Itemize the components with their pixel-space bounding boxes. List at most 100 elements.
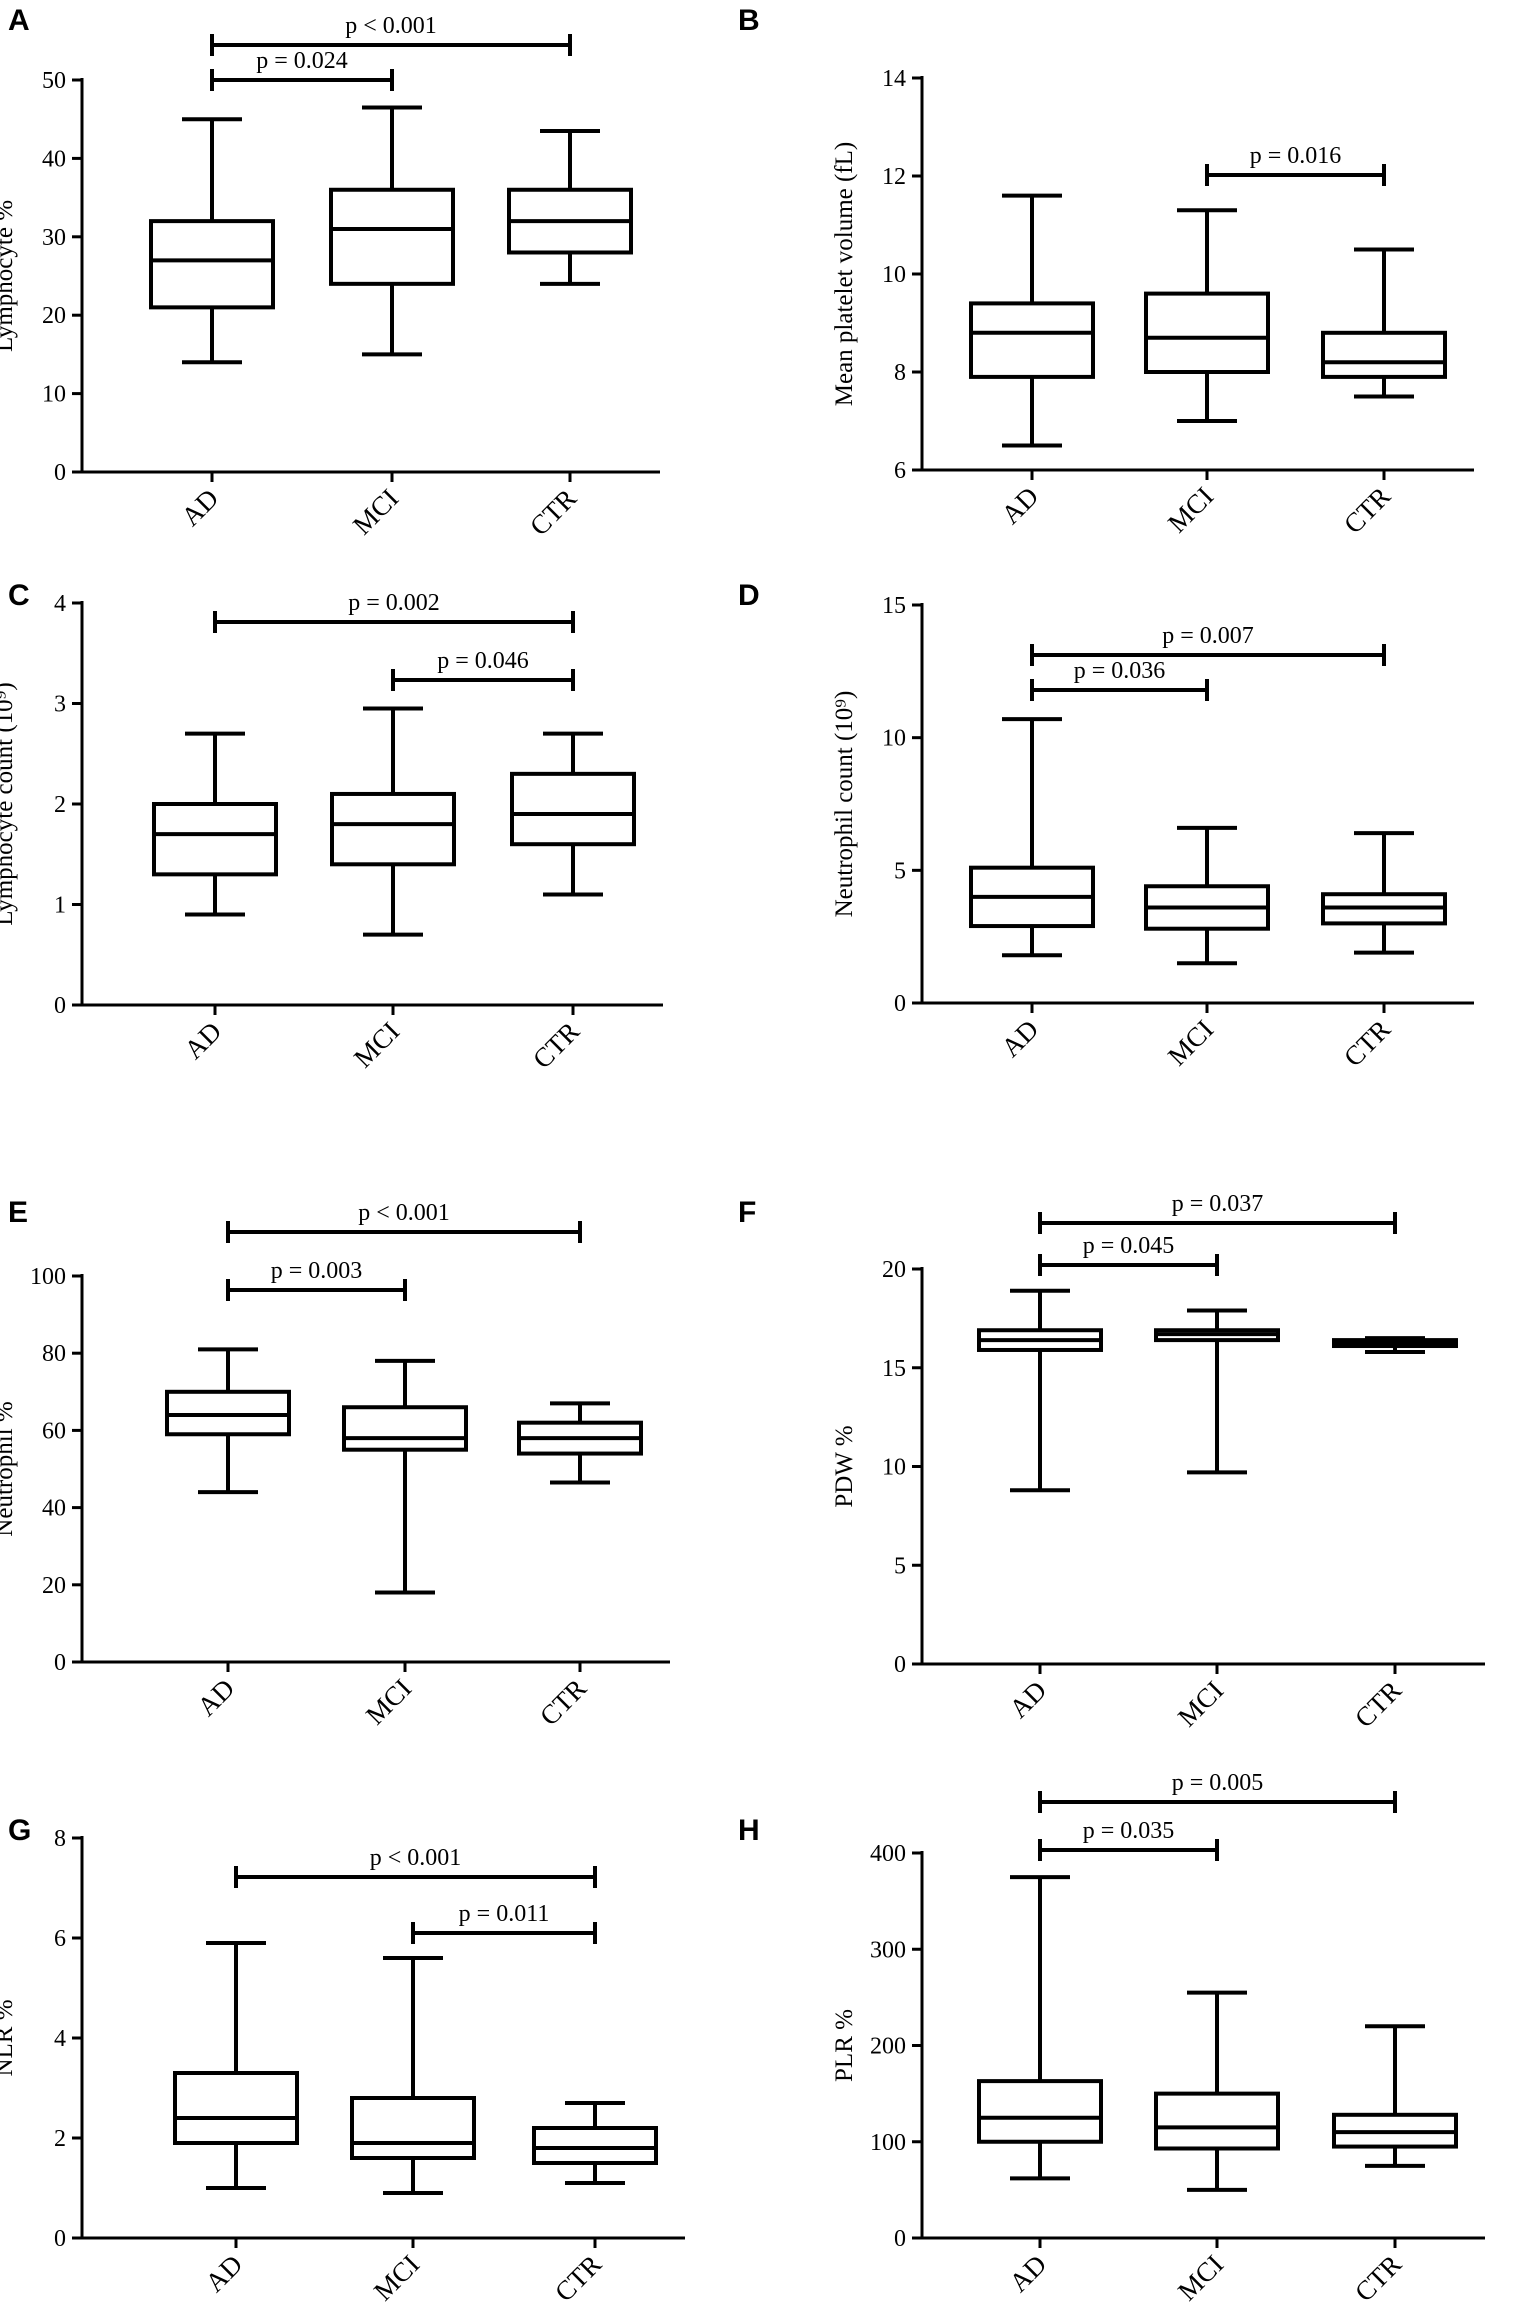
y-tick-label: 0 — [894, 1652, 906, 1678]
iqr-box — [342, 1405, 468, 1452]
y-tick-label: 0 — [894, 2226, 906, 2252]
x-tick-label-ctr: CTR — [524, 483, 582, 541]
y-tick-label: 3 — [54, 692, 66, 718]
y-tick-label: 0 — [54, 1650, 66, 1676]
x-tick-label-ad: AD — [178, 1016, 227, 1065]
box-ad — [152, 731, 278, 917]
iqr-box — [330, 791, 456, 867]
p-value-label: p = 0.011 — [459, 1901, 550, 1927]
panel-letter: D — [738, 579, 760, 612]
comparison-bracket: p = 0.037 — [1038, 1191, 1397, 1234]
y-tick-label: 8 — [894, 360, 906, 386]
y-axis-label: Neutrophil count (10⁹) — [831, 691, 858, 918]
x-tick-label-ctr: CTR — [534, 1673, 592, 1731]
iqr-box — [969, 301, 1095, 379]
box-mci — [1144, 825, 1270, 966]
panel-letter: E — [8, 1196, 28, 1229]
x-tick-label-ad: AD — [995, 481, 1044, 530]
x-tick-label-mci: MCI — [360, 1673, 417, 1730]
box-mci — [1154, 1308, 1280, 1475]
comparison-bracket: p = 0.035 — [1038, 1818, 1219, 1861]
panel-letter: C — [8, 579, 30, 612]
y-tick-label: 14 — [882, 66, 906, 92]
y-tick-label: 40 — [42, 146, 66, 172]
p-value-label: p = 0.005 — [1172, 1770, 1264, 1796]
comparison-bracket: p < 0.001 — [234, 1845, 597, 1888]
x-tick-label-ctr: CTR — [1349, 1675, 1407, 1733]
iqr-box — [1144, 291, 1270, 375]
panel-H: H PLR % 0 100 200 300 400 AD MCI CTR p = 0.005 p = … — [738, 1770, 1485, 2307]
y-axis-label: PLR % — [831, 2009, 858, 2082]
y-tick-label: 0 — [54, 2226, 66, 2252]
comparison-bracket: p < 0.001 — [226, 1200, 582, 1243]
y-tick-label: 20 — [42, 303, 66, 329]
y-tick-label: 1 — [54, 893, 66, 919]
box-ad — [977, 1875, 1103, 2181]
y-tick-label: 50 — [42, 68, 66, 94]
comparison-bracket: p = 0.003 — [226, 1258, 407, 1301]
p-value-label: p < 0.001 — [370, 1845, 462, 1871]
x-tick-label-mci: MCI — [368, 2249, 425, 2306]
x-tick-label-ctr: CTR — [549, 2249, 607, 2307]
p-value-label: p = 0.037 — [1172, 1191, 1264, 1217]
box-ctr — [1332, 1336, 1458, 1354]
y-tick-label: 10 — [882, 726, 906, 752]
panel-E: E Neutrophil % 0 20 40 60 80 100 AD MCI CTR p < 0.0… — [0, 1196, 670, 1731]
comparison-bracket: p = 0.007 — [1030, 623, 1386, 666]
iqr-box — [1321, 330, 1447, 379]
y-tick-label: 5 — [894, 858, 906, 884]
x-tick-label-ad: AD — [199, 2249, 248, 2298]
panel-letter: G — [8, 1814, 31, 1847]
iqr-box — [152, 802, 278, 877]
box-ad — [969, 193, 1095, 448]
box-ctr — [507, 128, 633, 286]
box-ad — [165, 1347, 291, 1495]
iqr-box — [329, 187, 455, 286]
y-tick-label: 400 — [870, 1841, 906, 1867]
x-tick-label-ad: AD — [1003, 2249, 1052, 2298]
x-tick-label-mci: MCI — [1172, 2249, 1229, 2306]
x-tick-label-ctr: CTR — [1349, 2249, 1407, 2307]
p-value-label: p = 0.035 — [1083, 1818, 1175, 1844]
y-axis-label: Neutrophil % — [0, 1401, 18, 1536]
iqr-box — [149, 219, 275, 310]
x-tick-label-ctr: CTR — [527, 1016, 585, 1074]
box-ctr — [1321, 831, 1447, 955]
x-tick-label-ad: AD — [175, 483, 224, 532]
comparison-bracket: p < 0.001 — [210, 13, 572, 56]
y-tick-label: 100 — [870, 2130, 906, 2156]
y-tick-label: 2 — [54, 792, 66, 818]
p-value-label: p = 0.036 — [1074, 658, 1166, 684]
x-tick-label-mci: MCI — [1162, 481, 1219, 538]
panel-C: C Lymphocyte count (10⁹) 0 1 2 3 4 AD MCI CTR p = … — [0, 579, 663, 1074]
y-axis-label: Mean platelet volume (fL) — [831, 142, 858, 406]
p-value-label: p = 0.007 — [1162, 623, 1254, 649]
iqr-box — [1154, 2091, 1280, 2151]
y-tick-label: 0 — [54, 460, 66, 486]
p-value-label: p = 0.003 — [271, 1258, 363, 1284]
y-tick-label: 40 — [42, 1496, 66, 1522]
panel-D: D Neutrophil count (10⁹) 0 5 10 15 AD MCI CTR p =… — [738, 579, 1474, 1072]
y-tick-label: 15 — [882, 1356, 906, 1382]
panel-B: B Mean platelet volume (fL) 6 8 10 12 14 AD MCI C… — [738, 4, 1474, 539]
y-tick-label: 4 — [54, 2026, 66, 2052]
p-value-label: p = 0.002 — [348, 590, 440, 616]
y-tick-label: 15 — [882, 593, 906, 619]
box-ctr — [532, 2101, 658, 2185]
y-tick-label: 0 — [894, 991, 906, 1017]
x-tick-label-ad: AD — [191, 1673, 240, 1722]
box-ad — [969, 717, 1095, 958]
y-tick-label: 4 — [54, 591, 66, 617]
y-tick-label: 100 — [30, 1264, 66, 1290]
y-tick-label: 10 — [42, 382, 66, 408]
box-ctr — [1332, 2024, 1458, 2168]
p-value-label: p = 0.045 — [1083, 1233, 1175, 1259]
panel-A: A Lymphocyte % 0 10 20 30 40 50 AD MCI CTR p < 0.00… — [0, 4, 660, 541]
box-mci — [342, 1358, 468, 1595]
panel-G: G NLR % 0 2 4 6 8 AD MCI CTR p < 0.001 p = 0.011 — [0, 1814, 685, 2307]
y-tick-label: 12 — [882, 164, 906, 190]
p-value-label: p < 0.001 — [358, 1200, 450, 1226]
p-value-label: p = 0.046 — [437, 648, 529, 674]
x-tick-label-ctr: CTR — [1338, 1014, 1396, 1072]
x-tick-label-mci: MCI — [347, 483, 404, 540]
